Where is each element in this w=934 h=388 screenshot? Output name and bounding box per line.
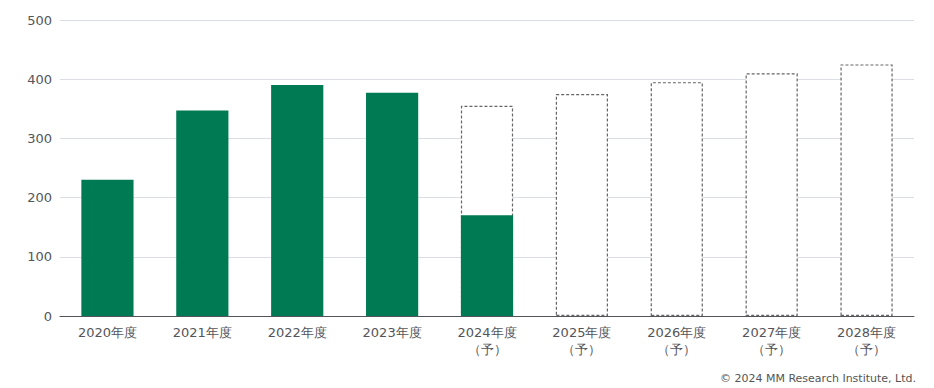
- svg-text:（予）: （予）: [657, 342, 696, 357]
- svg-text:（予）: （予）: [468, 342, 507, 357]
- svg-text:（予）: （予）: [752, 342, 791, 357]
- svg-text:300: 300: [27, 131, 52, 146]
- svg-text:2026年度: 2026年度: [647, 325, 706, 340]
- svg-text:500: 500: [27, 13, 52, 28]
- svg-text:0: 0: [44, 309, 52, 324]
- svg-text:2025年度: 2025年度: [552, 325, 611, 340]
- svg-text:2023年度: 2023年度: [363, 325, 422, 340]
- svg-text:400: 400: [27, 72, 52, 87]
- svg-text:2027年度: 2027年度: [742, 325, 801, 340]
- svg-text:2024年度: 2024年度: [457, 325, 516, 340]
- svg-text:200: 200: [27, 190, 52, 205]
- svg-text:2028年度: 2028年度: [837, 325, 896, 340]
- svg-text:2020年度: 2020年度: [78, 325, 137, 340]
- svg-text:（予）: （予）: [847, 342, 886, 357]
- svg-text:（予）: （予）: [562, 342, 601, 357]
- svg-text:2021年度: 2021年度: [173, 325, 232, 340]
- svg-text:© 2024 MM Research Institute,: © 2024 MM Research Institute, Ltd.: [720, 372, 916, 385]
- svg-text:2022年度: 2022年度: [268, 325, 327, 340]
- svg-text:100: 100: [27, 249, 52, 264]
